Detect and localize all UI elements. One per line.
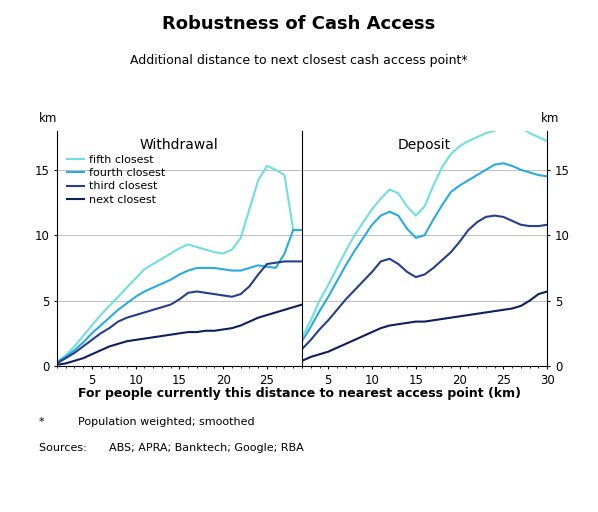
Text: km: km	[39, 113, 57, 125]
Legend: fifth closest, fourth closest, third closest, next closest: fifth closest, fourth closest, third clo…	[65, 153, 167, 207]
Text: Sources:  ABS; APRA; Banktech; Google; RBA: Sources: ABS; APRA; Banktech; Google; RB…	[39, 443, 304, 453]
Text: Robustness of Cash Access: Robustness of Cash Access	[163, 15, 435, 33]
Text: *   Population weighted; smoothed: * Population weighted; smoothed	[39, 417, 255, 428]
Text: For people currently this distance to nearest access point (km): For people currently this distance to ne…	[78, 387, 520, 399]
Text: Deposit: Deposit	[398, 138, 451, 152]
Text: Withdrawal: Withdrawal	[140, 138, 219, 152]
Text: km: km	[541, 113, 559, 125]
Text: Additional distance to next closest cash access point*: Additional distance to next closest cash…	[130, 54, 468, 67]
